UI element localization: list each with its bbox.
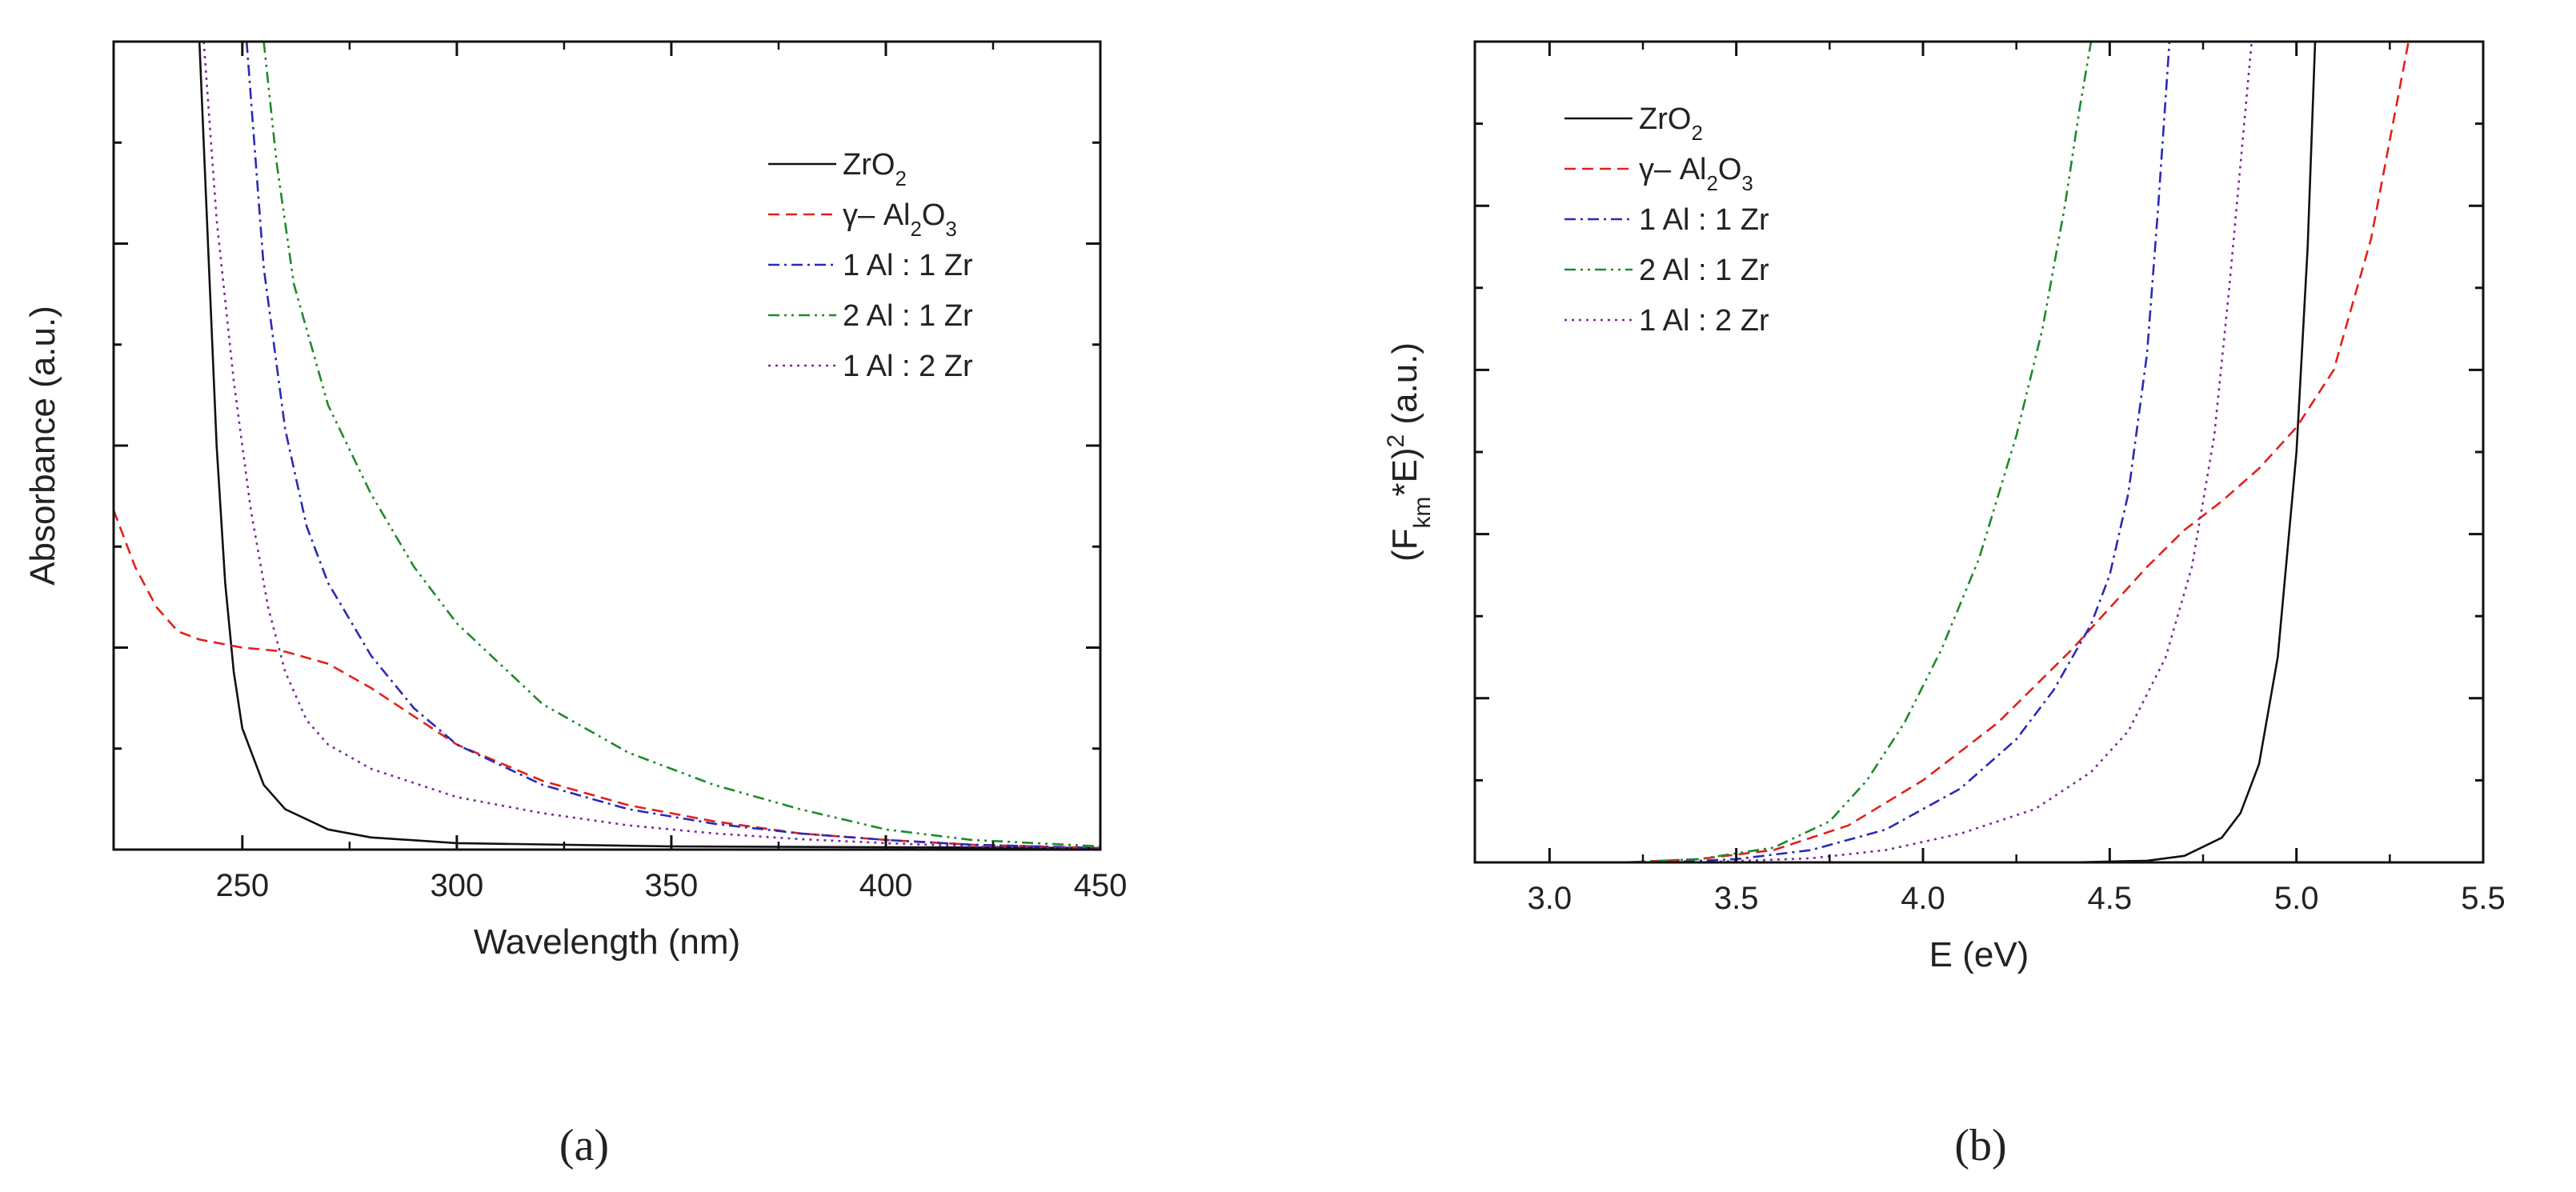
series-line--al2o3 <box>114 510 1100 850</box>
x-tick-label: 300 <box>430 868 483 903</box>
series-line-2-al-1-zr <box>262 42 1100 848</box>
x-tick-label: 250 <box>215 868 269 903</box>
legend-entry-part: 3 <box>1741 173 1753 195</box>
series-line-1-al-2-zr <box>1475 42 2253 862</box>
y-axis-label-part: (F <box>1385 529 1424 562</box>
panel-a-chart: 250 300 350 400 450 Wavelength (nm) Absorbance… <box>23 40 1128 1170</box>
legend-entry: ZrO2 <box>1639 102 1703 145</box>
series-line--al2o3 <box>1475 42 2410 862</box>
y-axis-label-part: km <box>1409 497 1436 529</box>
x-axis-label: Wavelength (nm) <box>474 922 740 962</box>
legend-entry: 1 Al : 1 Zr <box>1639 203 1769 237</box>
legend-entry: 1 Al : 2 Zr <box>1639 304 1769 338</box>
x-tick-label: 450 <box>1074 868 1128 903</box>
x-axis-label: E (eV) <box>1929 935 2029 974</box>
legend-entry-part: ZrO <box>1639 102 1691 136</box>
series-line-1-al-1-zr <box>245 42 1100 850</box>
legend-entry-part: 2 <box>1706 173 1717 195</box>
series-line-1-al-2-zr <box>202 42 1100 850</box>
legend-entry: γ– Al2O3 <box>1639 153 1753 195</box>
panel-b-chart: 3.0 3.5 4.0 4.5 5.0 5.5E (eV)(Fkm*E)2 (a.u.)Z… <box>1383 40 2506 1170</box>
legend-entry: ZrO2 <box>843 148 907 190</box>
plot-area <box>114 42 1100 850</box>
axes-frame <box>1473 40 2485 864</box>
y-axis-label-part: (a.u.) <box>1385 342 1424 434</box>
legend-entry: 2 Al : 1 Zr <box>1639 254 1769 287</box>
y-axis-label-group: (Fkm*E)2 (a.u.) <box>1383 342 1436 562</box>
y-axis-label-part: *E) <box>1385 448 1424 497</box>
legend-entry-part: 1 Al : 2 Zr <box>1639 304 1769 338</box>
legend-entry-part: 2 <box>910 218 921 241</box>
legend-entry: 1 Al : 2 Zr <box>843 350 973 383</box>
panel-label: (a) <box>559 1121 609 1170</box>
y-axis-label: Absorbance (a.u.) <box>23 306 62 586</box>
legend-entry: γ– Al2O3 <box>843 198 957 241</box>
legend-entry-part: O <box>1718 153 1742 186</box>
legend-entry-part: 1 Al : 1 Zr <box>1639 203 1769 237</box>
series-line-2-al-1-zr <box>1475 42 2093 862</box>
x-tick-label: 3.0 <box>1528 881 1572 916</box>
x-tick-label: 5.0 <box>2274 881 2319 916</box>
legend-entry: 1 Al : 1 Zr <box>843 249 973 282</box>
series-line-1-al-1-zr <box>1475 42 2171 862</box>
y-axis-label: (Fkm*E)2 (a.u.) <box>1383 342 1436 562</box>
y-axis-label-part: 2 <box>1383 434 1409 448</box>
x-tick-label: 4.5 <box>2088 881 2133 916</box>
legend-entry: 2 Al : 1 Zr <box>843 299 973 333</box>
legend-entry-part: γ– Al <box>1639 153 1706 186</box>
legend-entry-part: 2 Al : 1 Zr <box>843 299 973 333</box>
x-tick-label: 400 <box>859 868 913 903</box>
x-tick-label: 3.5 <box>1714 881 1759 916</box>
legend-entry-part: 1 Al : 1 Zr <box>843 249 973 282</box>
panel-label: (b) <box>1954 1121 2006 1170</box>
legend-entry-part: γ– Al <box>843 198 910 232</box>
axes-frame <box>112 40 1102 851</box>
x-tick-label: 4.0 <box>1901 881 1945 916</box>
legend-entry-part: ZrO <box>843 148 895 182</box>
legend-entry-part: O <box>922 198 946 232</box>
y-axis-label-group: Absorbance (a.u.) <box>23 306 62 586</box>
series-line-zro2 <box>198 42 1100 850</box>
plot-area <box>1475 42 2410 862</box>
legend-entry-part: 1 Al : 2 Zr <box>843 350 973 383</box>
x-tick-label: 5.5 <box>2461 881 2506 916</box>
series-line-zro2 <box>1475 42 2317 862</box>
legend-entry-part: 3 <box>945 218 956 241</box>
legend-entry-part: 2 <box>895 168 906 190</box>
legend-entry-part: 2 <box>1691 122 1702 145</box>
legend-entry-part: 2 Al : 1 Zr <box>1639 254 1769 287</box>
x-tick-label: 350 <box>645 868 699 903</box>
